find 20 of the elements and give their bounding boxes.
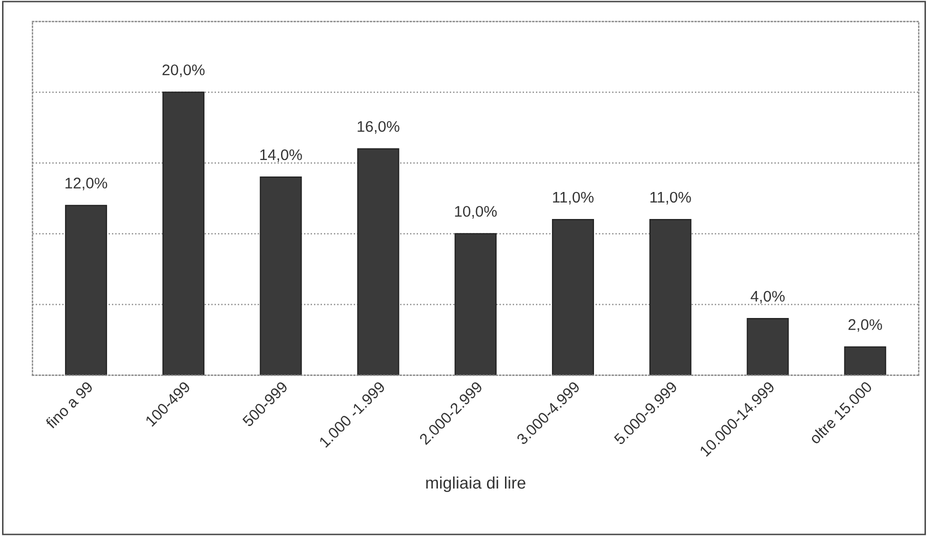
data-label: 12,0% (66, 178, 108, 190)
bar (746, 318, 789, 376)
data-label: 11,0% (650, 192, 691, 204)
bar (162, 92, 204, 376)
data-label: 14,0% (260, 149, 302, 162)
bar (260, 176, 302, 376)
data-label: 11,0% (553, 192, 594, 204)
bar (65, 204, 108, 376)
bar (649, 218, 692, 376)
data-label: 16,0% (358, 121, 400, 134)
bar (844, 346, 886, 376)
data-label: 10,0% (455, 206, 497, 219)
bar (454, 233, 497, 376)
data-label: 20,0% (162, 64, 205, 78)
bar (357, 148, 400, 376)
data-label: 4,0% (750, 290, 785, 304)
x-axis-title: migliaia di lire (426, 476, 526, 492)
x-tick-label: fino a 99 (44, 380, 94, 430)
data-label: 2,0% (848, 319, 882, 332)
bar (552, 218, 594, 376)
